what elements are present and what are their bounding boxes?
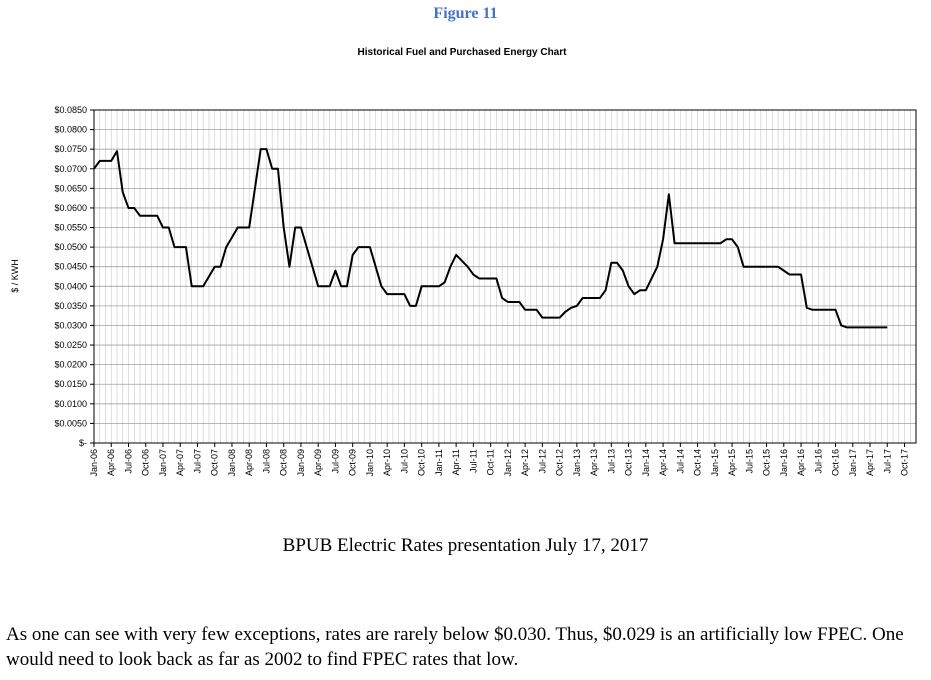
x-tick-label: Apr-14 — [658, 449, 668, 476]
x-tick-label: Oct-15 — [762, 449, 772, 476]
x-tick-label: Apr-16 — [796, 449, 806, 476]
y-tick-label: $0.0650 — [54, 183, 87, 193]
x-tick-label: Oct-09 — [348, 449, 358, 476]
x-tick-label: Apr-12 — [520, 449, 530, 476]
x-tick-label: Oct-16 — [831, 449, 841, 476]
x-tick-label: Apr-17 — [865, 449, 875, 476]
y-tick-label: $- — [79, 438, 87, 448]
x-tick-label: Jan-12 — [503, 449, 513, 477]
x-tick-label: Apr-08 — [244, 449, 254, 476]
y-tick-label: $0.0800 — [54, 125, 87, 135]
x-tick-label: Apr-15 — [727, 449, 737, 476]
x-tick-label: Jan-16 — [779, 449, 789, 477]
y-tick-label: $0.0050 — [54, 418, 87, 428]
y-tick-label: $0.0300 — [54, 320, 87, 330]
x-tick-label: Apr-09 — [313, 449, 323, 476]
series-line-fuel-energy — [93, 148, 888, 329]
figure-label: Figure 11 — [433, 5, 498, 22]
x-tick-label: Jul-16 — [813, 449, 823, 474]
x-tick-label: Jul-08 — [261, 449, 271, 474]
x-tick-label: Jul-10 — [399, 449, 409, 474]
x-tick-label: Jul-07 — [192, 449, 202, 474]
x-tick-label: Apr-10 — [382, 449, 392, 476]
y-tick-label: $0.0500 — [54, 242, 87, 252]
fuel-energy-chart: Historical Fuel and Purchased Energy Cha… — [10, 47, 917, 477]
x-tick-label: Jul-12 — [537, 449, 547, 474]
x-tick-label: Jan-07 — [158, 449, 168, 477]
x-tick-label: Oct-11 — [486, 449, 496, 475]
x-tick-label: Jul-11 — [468, 449, 478, 473]
y-tick-label: $0.0450 — [54, 262, 87, 272]
chart-title: Historical Fuel and Purchased Energy Cha… — [358, 47, 568, 58]
x-axis-ticks: Jan-06 Apr-06 Jul-06 Oct-06 Jan-07 Apr-07 Jul-… — [89, 443, 910, 477]
x-tick-label: Jan-09 — [296, 449, 306, 477]
x-tick-label: Jul-13 — [606, 449, 616, 474]
y-tick-label: $0.0100 — [54, 399, 87, 409]
x-tick-label: Jan-17 — [848, 449, 858, 477]
x-tick-label: Oct-06 — [141, 449, 151, 476]
y-axis-ticks: $0.0850 $0.0800 $0.0750 $0.0700 $0.0650 $0.06… — [54, 105, 94, 448]
x-tick-label: Jan-08 — [227, 449, 237, 477]
y-tick-label: $0.0250 — [54, 340, 87, 350]
y-tick-label: $0.0150 — [54, 379, 87, 389]
x-tick-label: Jan-15 — [710, 449, 720, 477]
x-tick-label: Apr-13 — [589, 449, 599, 476]
x-tick-label: Oct-07 — [210, 449, 220, 476]
y-tick-label: $0.0550 — [54, 223, 87, 233]
body-paragraph: As one can see with very few exceptions,… — [6, 624, 904, 670]
x-tick-label: Jan-06 — [89, 449, 99, 477]
figure-caption: BPUB Electric Rates presentation July 17… — [282, 535, 649, 556]
plot-area-border — [93, 109, 917, 444]
x-tick-label: Oct-12 — [555, 449, 565, 476]
y-tick-label: $0.0400 — [54, 281, 87, 291]
x-tick-label: Oct-10 — [417, 449, 427, 476]
vertical-gridlines — [99, 110, 911, 443]
x-tick-label: Jul-06 — [123, 449, 133, 474]
x-tick-label: Jul-09 — [330, 449, 340, 474]
x-tick-label: Jan-11 — [434, 449, 444, 476]
y-tick-label: $0.0750 — [54, 144, 87, 154]
x-tick-label: Oct-08 — [279, 449, 289, 476]
x-tick-label: Apr-07 — [175, 449, 185, 476]
y-tick-label: $0.0350 — [54, 301, 87, 311]
x-tick-label: Apr-06 — [106, 449, 116, 476]
y-axis-label: $ / KWH — [10, 259, 20, 293]
y-tick-label: $0.0600 — [54, 203, 87, 213]
x-tick-label: Oct-17 — [900, 449, 910, 476]
x-tick-label: Jul-14 — [675, 449, 685, 474]
x-tick-label: Jan-13 — [572, 449, 582, 477]
horizontal-gridlines — [94, 129, 916, 424]
y-tick-label: $0.0700 — [54, 164, 87, 174]
y-tick-label: $0.0850 — [54, 105, 87, 115]
x-tick-label: Jul-17 — [882, 449, 892, 474]
x-tick-label: Oct-13 — [624, 449, 634, 476]
x-tick-label: Jan-10 — [365, 449, 375, 477]
x-tick-label: Jul-15 — [744, 449, 754, 474]
x-tick-label: Apr-11 — [451, 449, 461, 475]
x-tick-label: Jan-14 — [641, 449, 651, 477]
y-tick-label: $0.0200 — [54, 360, 87, 370]
x-tick-label: Oct-14 — [693, 449, 703, 476]
